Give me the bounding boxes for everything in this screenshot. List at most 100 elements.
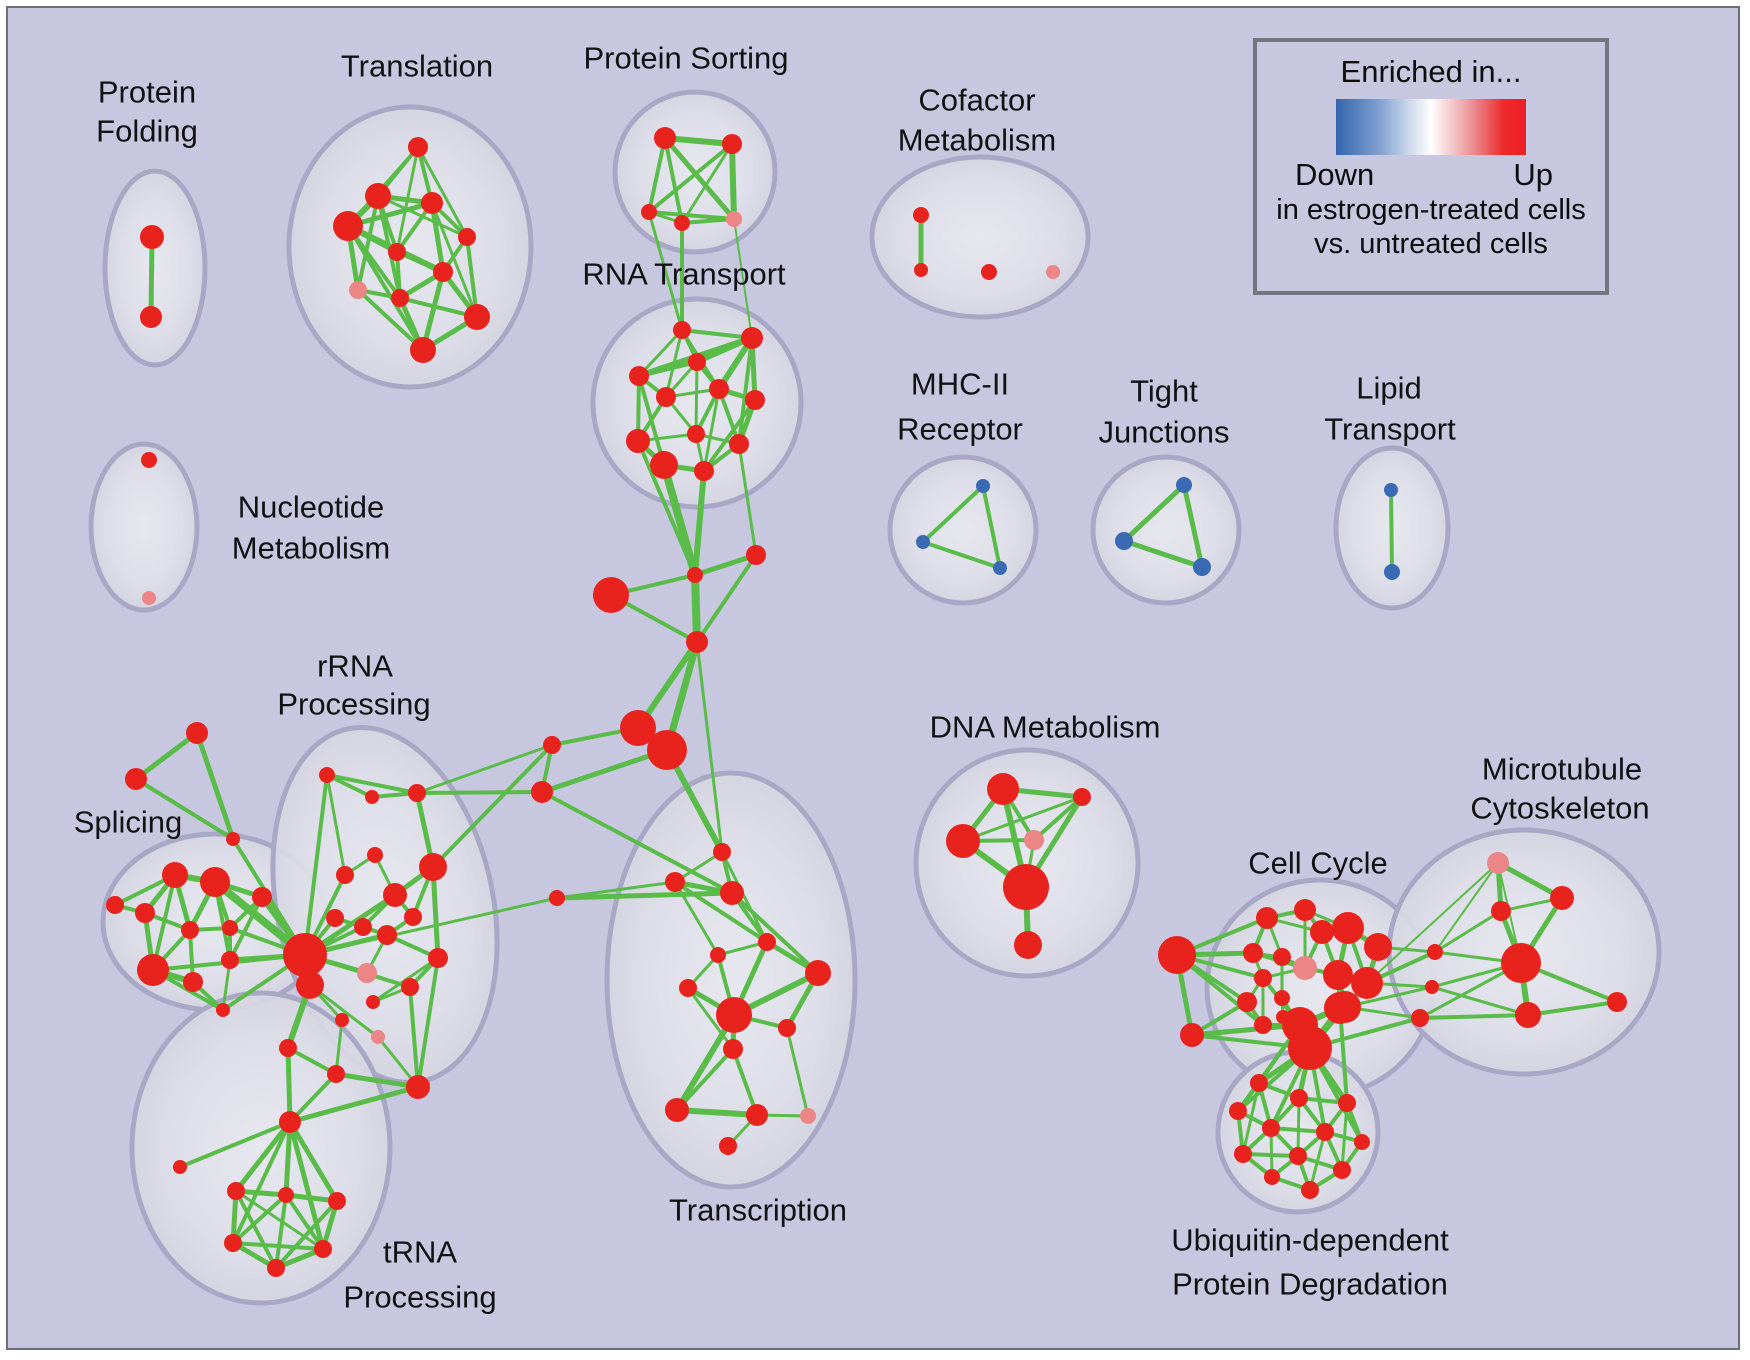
edge-c1-c4 [691,574,701,643]
node-cf4 [1046,265,1060,279]
edge-n1-rh [303,774,329,956]
cluster-label-protein-sorting: Protein Sorting [583,41,788,76]
edge-x7-x10 [686,987,735,1050]
edge-r7-r12 [702,398,757,473]
node-h2 [278,1187,294,1203]
node-t2 [365,183,391,209]
edge-mh1-mh3 [981,485,1002,569]
node-r5 [656,387,676,407]
edge-m7-m3 [1434,909,1502,954]
node-th [279,1111,301,1133]
node-r9 [626,429,650,453]
node-ps1 [654,127,676,149]
cluster-label-trna-line2: Processing [343,1280,496,1315]
node-cc7 [1364,933,1392,961]
legend: Enriched in... Down Up in estrogen-treat… [1253,38,1609,295]
node-x10 [723,1039,743,1059]
node-x0 [549,890,565,906]
edge-h2-h5 [284,1193,325,1251]
node-t9 [391,289,409,307]
cluster-label-mhc-ii-line2: Receptor [897,412,1023,447]
node-n3 [408,784,426,802]
node-c8 [531,781,553,803]
cluster-mhc-ii-receptor [887,454,1039,606]
node-x1 [665,872,685,892]
edge-n1-n4 [325,774,347,876]
edge-th-h3 [287,1120,340,1203]
node-n18 [371,1030,385,1044]
edge-c1-c2 [694,552,757,578]
node-nm2 [142,591,156,605]
node-n9 [326,909,344,927]
edge-c2-c4 [695,553,758,644]
node-g1 [186,722,208,744]
node-mh1 [976,479,990,493]
node-t6 [388,243,406,261]
cluster-cofactor-metabolism [869,154,1091,320]
legend-subtitle-line1: in estrogen-treated cells [1276,194,1586,226]
node-s5 [222,920,238,936]
legend-title: Enriched in... [1340,54,1522,89]
edge-t8-t11 [356,288,425,352]
node-r8 [687,425,705,443]
node-x5 [710,947,726,963]
node-m2 [1550,886,1574,910]
node-n6 [419,853,447,881]
node-t10 [464,304,490,330]
edge-h1-h5 [235,1189,324,1251]
node-m9 [1411,1009,1429,1027]
edge-x1-x4 [673,880,769,944]
edge-x8-x11 [674,1013,737,1112]
node-n15 [279,1039,297,1057]
edge-h4-h5 [232,1241,324,1251]
edge-r11-c1 [660,463,699,577]
cluster-label-dna-metabolism: DNA Metabolism [930,710,1161,745]
node-n8 [404,908,422,926]
node-x9 [778,1019,796,1037]
node-s7 [183,972,203,992]
node-cc6 [1332,912,1364,944]
edge-t3-t7 [429,202,446,273]
cluster-label-mhc-ii-line1: MHC-II [911,367,1009,402]
node-n7 [383,883,407,907]
cluster-label-nucleotide-line1: Nucleotide [238,490,384,525]
edge-ps1-ps2 [664,135,733,147]
edge-pf1-pf2 [148,236,155,318]
node-cf3 [981,264,997,280]
node-n1 [319,767,335,783]
node-x6 [805,960,831,986]
legend-subtitle-line2: vs. untreated cells [1314,228,1548,261]
node-c6 [647,730,687,770]
cluster-label-tight-junctions-line1: Tight [1130,374,1198,409]
edge-n15-th [285,1047,293,1123]
node-u8 [1234,1145,1252,1163]
node-c7 [543,736,561,754]
node-u3 [1338,1094,1356,1112]
node-ps5 [726,211,742,227]
node-d4 [1024,830,1044,850]
node-pf1 [140,225,164,249]
edge-n18-rh2 [309,983,379,1039]
edge-m9-m5 [1419,1013,1529,1020]
node-m6 [1607,992,1627,1012]
edge-u8-u9 [1242,1152,1299,1158]
node-s3 [135,903,155,923]
edge-n16-th [288,1072,338,1124]
node-u10 [1333,1161,1351,1179]
node-t8 [349,281,367,299]
node-u2 [1290,1089,1308,1107]
node-x12 [746,1104,768,1126]
node-u12 [1301,1181,1319,1199]
node-c3 [593,577,629,613]
node-cc9 [1273,948,1291,966]
edge-mh1-mh2 [921,484,985,544]
cluster-label-nucleotide-line2: Metabolism [232,531,391,566]
edge-g1-g3 [194,732,236,840]
legend-up-label: Up [1513,157,1553,192]
node-t5 [458,228,476,246]
node-r3 [688,353,706,371]
edge-th-h5 [287,1121,326,1250]
cluster-protein-folding [102,168,208,368]
node-lt2 [1384,564,1400,580]
edge-th-h4 [231,1121,292,1244]
